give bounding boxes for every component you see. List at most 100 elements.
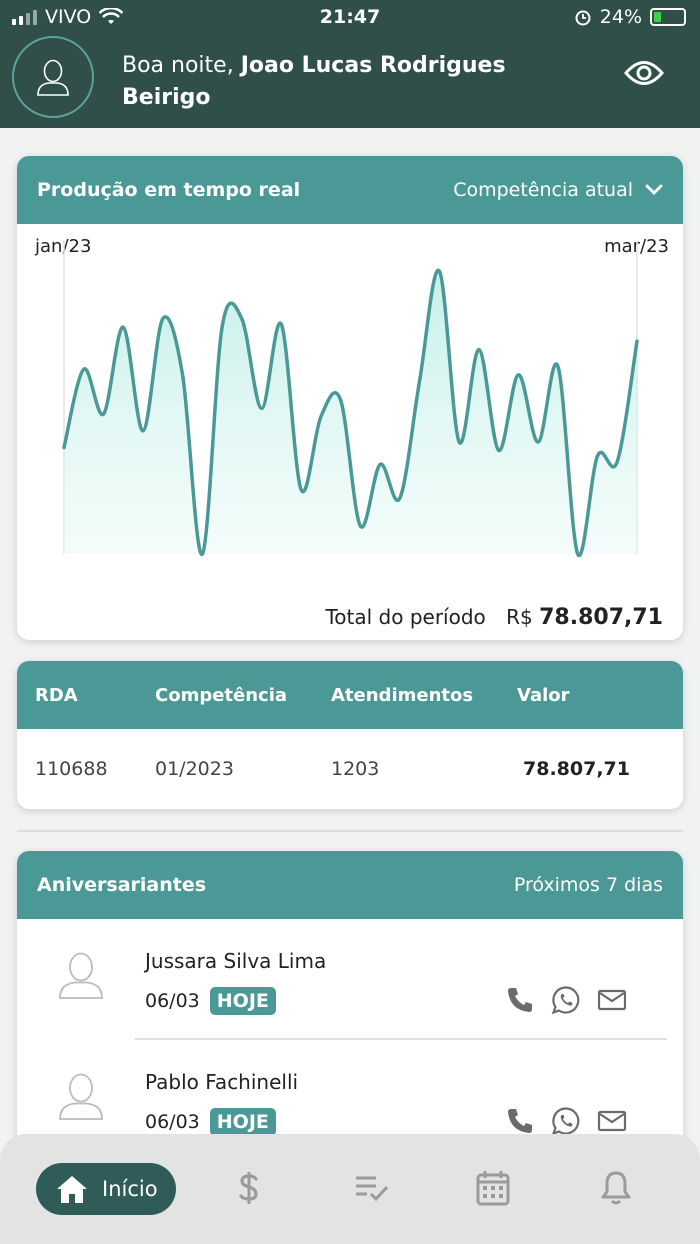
chart-point-13 (319, 415, 323, 419)
email-icon[interactable] (597, 1106, 627, 1136)
cell-atendimentos: 1203 (331, 758, 380, 780)
chart-point-5 (161, 317, 165, 321)
battery-fill (654, 12, 662, 22)
chart-point-21 (477, 348, 481, 352)
production-chart (62, 240, 639, 558)
chart-point-3 (121, 325, 125, 329)
chart-series-line (62, 268, 639, 558)
section-divider (17, 830, 683, 832)
total-label: Total do período (325, 605, 486, 629)
competence-label: Competência atual (453, 179, 633, 201)
email-icon[interactable] (597, 985, 627, 1015)
chart-point-18 (418, 378, 422, 382)
person-icon (37, 59, 69, 96)
user-name: Joao Lucas Rodrigues Beirigo (122, 53, 506, 110)
list-separator (135, 1038, 667, 1040)
total-currency: R$ (506, 605, 533, 629)
person-avatar-icon (59, 952, 103, 999)
birthdays-header: Aniversariantes Próximos 7 dias (17, 851, 683, 919)
chart-point-22 (497, 448, 501, 452)
bottom-nav: Início (0, 1134, 700, 1244)
chart-point-10 (260, 406, 264, 410)
rda-card: RDA Competência Atendimentos Valor 11068… (17, 661, 683, 809)
chart-point-7 (200, 552, 204, 556)
competence-dropdown[interactable]: Competência atual (453, 179, 663, 201)
chart-point-29 (635, 339, 639, 343)
chart-point-23 (516, 373, 520, 377)
cell-rda: 110688 (35, 758, 108, 780)
production-card: Produção em tempo real Competência atual… (17, 156, 683, 640)
phone-icon[interactable] (505, 985, 535, 1015)
clock: 21:47 (319, 6, 381, 28)
chart-point-26 (576, 552, 580, 556)
chart-point-24 (536, 440, 540, 444)
status-bar: VIVO 21:47 24% (0, 0, 700, 36)
person-date: 06/03 (145, 990, 200, 1012)
person-name: Jussara Silva Lima (145, 949, 327, 973)
col-header-rda: RDA (35, 684, 78, 706)
chart-point-12 (299, 488, 303, 492)
total-amount: 78.807,71 (539, 605, 663, 630)
wifi-icon (99, 8, 124, 24)
chart-point-17 (398, 496, 402, 500)
birthdays-title: Aniversariantes (37, 874, 207, 896)
chart-point-2 (102, 412, 106, 416)
col-header-valor: Valor (517, 684, 570, 706)
alarm-icon (575, 10, 591, 26)
chart-point-11 (279, 322, 283, 326)
phone-icon[interactable] (505, 1106, 535, 1136)
table-row: 110688 01/2023 1203 78.807,71 (17, 729, 683, 809)
status-right: 24% (574, 6, 686, 28)
chart-point-25 (556, 364, 560, 368)
birthdays-range: Próximos 7 dias (513, 874, 663, 896)
nav-home-tab[interactable]: Início (36, 1163, 176, 1215)
today-badge: HOJE (209, 1108, 276, 1136)
person-date: 06/03 (145, 1111, 200, 1133)
carrier-name: VIVO (45, 6, 92, 28)
list-item[interactable]: Pablo Fachinelli 06/03 HOJE (17, 1040, 683, 1160)
person-date-row: 06/03 HOJE (145, 987, 276, 1015)
period-total: Total do período R$ 78.807,71 (325, 605, 663, 630)
chart-point-14 (339, 398, 343, 402)
chevron-down-icon (645, 184, 663, 195)
checklist-icon[interactable] (354, 1174, 390, 1202)
col-header-atendimentos: Atendimentos (331, 684, 474, 706)
chart-point-28 (615, 460, 619, 464)
chart-point-19 (437, 269, 441, 273)
dollar-icon[interactable] (236, 1170, 262, 1206)
chart-point-16 (378, 462, 382, 466)
person-date-row: 06/03 HOJE (145, 1108, 276, 1136)
carrier-group: VIVO (12, 6, 124, 28)
whatsapp-icon[interactable] (551, 1106, 581, 1136)
chart-point-9 (240, 317, 244, 321)
nav-home-label: Início (102, 1177, 158, 1201)
calendar-icon[interactable] (476, 1170, 510, 1206)
whatsapp-icon[interactable] (551, 985, 581, 1015)
production-card-header: Produção em tempo real Competência atual (17, 156, 683, 224)
chart-point-20 (457, 440, 461, 444)
col-header-competencia: Competência (155, 684, 288, 706)
contact-actions (505, 1106, 627, 1136)
greeting-text: Boa noite, Joao Lucas Rodrigues Beirigo (122, 50, 542, 114)
cell-valor: 78.807,71 (523, 758, 630, 780)
eye-icon[interactable] (624, 60, 664, 86)
person-name: Pablo Fachinelli (145, 1070, 299, 1094)
signal-icon (12, 9, 37, 25)
bell-icon[interactable] (600, 1170, 632, 1206)
home-icon (57, 1176, 87, 1203)
battery-icon (650, 8, 686, 26)
app-header: VIVO 21:47 24% Boa noite, Joao Lucas Rod… (0, 0, 700, 128)
user-avatar[interactable] (12, 36, 94, 118)
person-avatar-icon (59, 1073, 103, 1120)
contact-actions (505, 985, 627, 1015)
today-badge: HOJE (209, 987, 276, 1015)
chart-start-label: jan/23 (35, 236, 92, 257)
list-item[interactable]: Jussara Silva Lima 06/03 HOJE (17, 919, 683, 1039)
production-title: Produção em tempo real (37, 179, 301, 201)
chart-point-0 (62, 446, 66, 450)
chart-point-27 (595, 454, 599, 458)
birthdays-card: Aniversariantes Próximos 7 dias Jussara … (17, 851, 683, 1171)
chart-point-8 (220, 325, 224, 329)
battery-percent: 24% (599, 6, 642, 28)
chart-point-6 (181, 373, 185, 377)
